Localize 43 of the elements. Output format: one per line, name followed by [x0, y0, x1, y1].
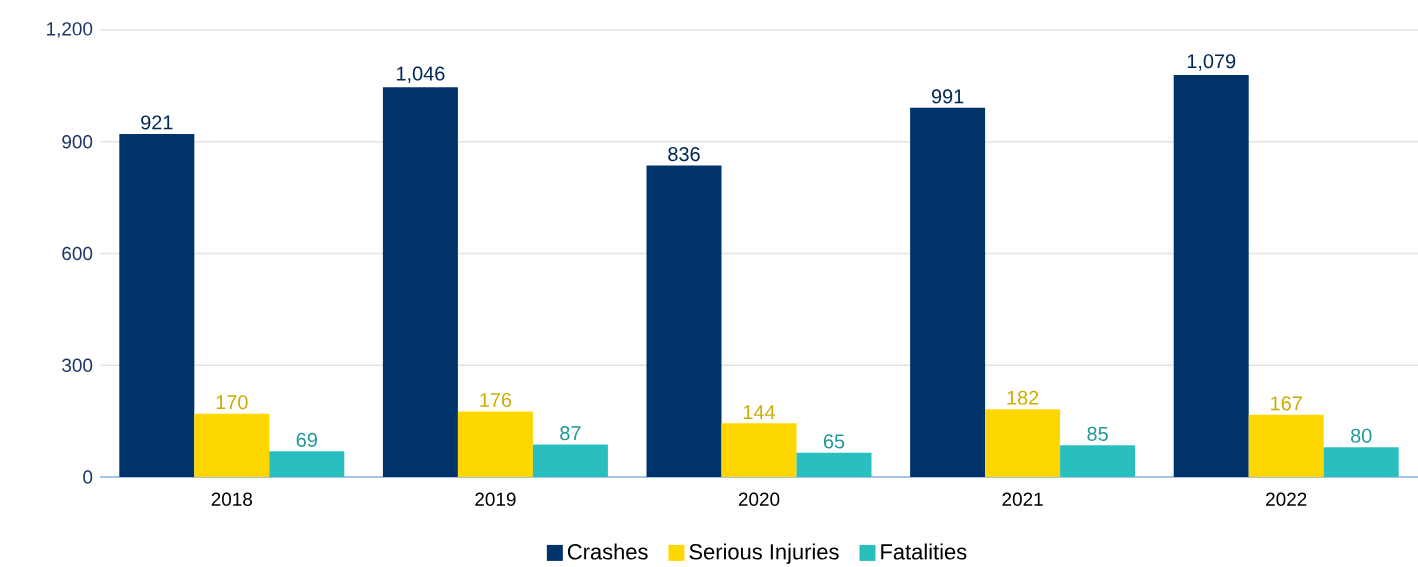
- x-tick-label: 2018: [211, 492, 253, 506]
- data-label: 144: [743, 405, 776, 419]
- y-tick-label: 300: [62, 358, 93, 372]
- bar: [721, 423, 797, 477]
- data-label: 87: [560, 426, 581, 441]
- data-label: 167: [1271, 396, 1302, 411]
- bar: [985, 409, 1061, 477]
- y-tick-label: 0: [83, 470, 93, 484]
- bar: [1060, 445, 1136, 477]
- bar: [119, 133, 195, 477]
- bar: [1248, 414, 1324, 477]
- data-label: 991: [931, 89, 964, 104]
- data-label: 65: [823, 434, 845, 449]
- x-tick-label: 2019: [475, 492, 516, 506]
- data-label: 80: [1351, 428, 1372, 443]
- bar: [269, 451, 345, 477]
- bar: [382, 87, 458, 477]
- data-label: 69: [296, 432, 317, 447]
- bar: [910, 107, 986, 477]
- legend-label: Fatalities: [881, 543, 967, 560]
- data-label: 1,046: [397, 66, 445, 83]
- data-label: 176: [480, 392, 512, 408]
- bar: [646, 165, 722, 477]
- data-label: 1,079: [1187, 54, 1236, 71]
- data-label: 836: [668, 147, 700, 162]
- bar: [194, 413, 270, 477]
- x-tick-label: 2020: [738, 492, 780, 506]
- y-tick-label: 900: [62, 135, 93, 149]
- bar: [796, 452, 872, 477]
- bar: [1323, 447, 1399, 477]
- x-tick-label: 2022: [1266, 492, 1307, 506]
- legend-label: Crashes: [567, 543, 648, 560]
- data-label: 921: [141, 115, 173, 130]
- data-label: 85: [1087, 426, 1108, 441]
- legend-label: Serious Injuries: [689, 543, 839, 564]
- y-tick-label: 600: [62, 246, 93, 261]
- data-label: 170: [216, 395, 248, 410]
- bar: [1173, 75, 1249, 477]
- y-tick-label: 1,200: [47, 22, 93, 38]
- bar: [457, 411, 533, 477]
- bar: [532, 444, 608, 477]
- data-label: 182: [1007, 390, 1039, 405]
- x-tick-label: 2021: [1002, 492, 1043, 506]
